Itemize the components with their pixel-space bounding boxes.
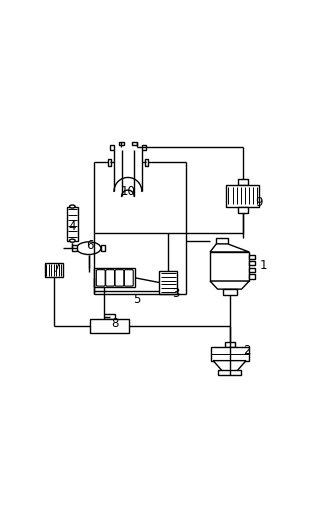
Text: 7: 7 — [53, 262, 61, 275]
Text: 9: 9 — [256, 196, 263, 209]
Bar — [249, 274, 255, 278]
Text: 3: 3 — [172, 287, 180, 300]
FancyBboxPatch shape — [96, 270, 105, 286]
Bar — [249, 268, 255, 272]
Bar — [218, 370, 241, 375]
Text: 5: 5 — [133, 294, 141, 306]
Text: 1: 1 — [259, 260, 267, 272]
Polygon shape — [210, 281, 249, 289]
Bar — [225, 342, 235, 347]
Bar — [67, 207, 78, 241]
Text: 8: 8 — [111, 318, 119, 330]
Text: 4: 4 — [68, 220, 76, 233]
Bar — [238, 180, 247, 185]
Text: 10: 10 — [121, 185, 135, 198]
Bar — [132, 142, 137, 145]
Bar — [45, 263, 63, 277]
Bar — [110, 145, 114, 150]
FancyBboxPatch shape — [125, 270, 133, 286]
Ellipse shape — [69, 205, 75, 208]
Bar — [94, 268, 136, 288]
Ellipse shape — [69, 239, 75, 242]
Bar — [238, 207, 248, 213]
Bar — [249, 261, 255, 265]
Bar — [108, 159, 111, 165]
Bar — [145, 159, 148, 165]
Bar — [227, 185, 259, 207]
FancyBboxPatch shape — [106, 270, 114, 286]
Bar — [142, 145, 146, 150]
Bar — [211, 347, 248, 361]
Bar — [119, 142, 124, 145]
Polygon shape — [210, 244, 249, 252]
Bar — [104, 315, 115, 319]
Bar — [210, 252, 249, 281]
Polygon shape — [213, 361, 246, 371]
Bar — [249, 255, 255, 259]
Ellipse shape — [77, 242, 101, 254]
Bar — [216, 238, 228, 244]
Bar — [72, 245, 77, 251]
FancyBboxPatch shape — [115, 270, 124, 286]
Bar — [90, 319, 129, 333]
Bar — [223, 289, 237, 295]
Text: 6: 6 — [86, 239, 94, 252]
Bar — [101, 245, 105, 251]
Text: 2: 2 — [243, 344, 250, 357]
Bar — [159, 271, 177, 294]
